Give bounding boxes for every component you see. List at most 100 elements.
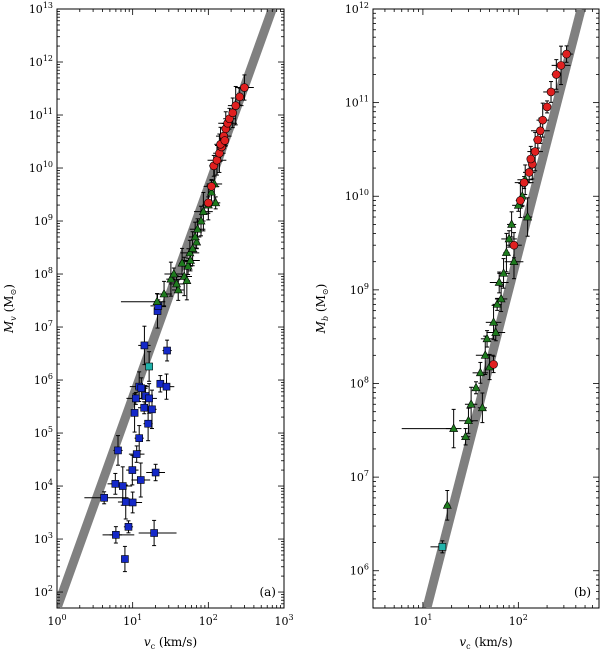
y-tick-label: 1010 (345, 188, 369, 203)
data-point-circle (220, 136, 230, 145)
data-point-square (148, 405, 156, 414)
y-tick-label: 1012 (29, 54, 53, 69)
data-point-triangle (198, 206, 208, 215)
data-point-square (135, 434, 144, 442)
y-axis-title: Mv (M⊙) (2, 284, 18, 334)
data-point-triangle (166, 274, 176, 283)
data-point-circle (204, 198, 213, 208)
y-tick-label: 1010 (29, 160, 53, 175)
data-point-circle (562, 49, 571, 59)
data-point-square (137, 384, 146, 393)
y-tick-label: 106 (350, 563, 369, 578)
data-point-triangle (504, 233, 514, 243)
data-point-square (136, 476, 145, 484)
data-point-triangle (509, 256, 519, 265)
data-point-square (132, 450, 141, 458)
data-point-triangle (442, 500, 452, 509)
data-point-triangle (499, 268, 509, 277)
data-point-triangle (192, 236, 202, 246)
data-point-square (128, 466, 137, 474)
y-tick-label: 107 (350, 469, 369, 484)
data-point-triangle (449, 423, 459, 432)
x-tick-label: 100 (47, 613, 66, 628)
y-axis-title: Mb (M⊙) (314, 284, 330, 335)
y-tick-label: 1011 (29, 107, 53, 122)
data-point-square (131, 394, 140, 403)
data-point-circle (542, 102, 552, 112)
y-tick-label: 104 (34, 478, 53, 493)
data-point-square (100, 493, 108, 502)
data-point-triangle (193, 224, 203, 233)
data-point-square (438, 543, 447, 551)
data-point-triangle (482, 333, 492, 343)
data-point-square (145, 394, 153, 403)
data-point-square (118, 482, 127, 490)
data-point-circle (524, 168, 534, 177)
data-point-circle (235, 92, 245, 102)
data-point-square (151, 468, 160, 477)
x-tick-label: 102 (509, 613, 528, 628)
data-point-triangle (190, 231, 200, 241)
data-point-square (111, 480, 120, 488)
data-point-circle (533, 135, 543, 145)
panel-label: (b) (574, 585, 591, 599)
x-tick-label: 102 (199, 613, 218, 628)
data-point-circle (552, 70, 561, 79)
data-point-circle (489, 360, 498, 369)
data-point-triangle (461, 431, 471, 441)
data-point-circle (546, 87, 556, 97)
data-point-square (162, 382, 171, 391)
data-point-circle (207, 182, 216, 191)
y-tick-label: 102 (34, 584, 53, 599)
data-point-circle (240, 83, 249, 92)
y-tick-label: 109 (350, 282, 369, 297)
data-point-circle (516, 196, 525, 205)
data-point-square (145, 362, 153, 371)
data-point-triangle (494, 277, 504, 286)
data-point-triangle (463, 415, 473, 425)
data-point-square (114, 446, 122, 455)
data-point-square (144, 419, 152, 428)
y-tick-label: 108 (350, 375, 369, 390)
data-point-triangle (185, 255, 195, 264)
fit-line (422, 9, 586, 608)
data-point-circle (538, 115, 548, 125)
x-tick-label: 101 (413, 613, 432, 628)
data-point-square (140, 403, 148, 412)
data-point-triangle (471, 382, 481, 392)
x-tick-label: 101 (123, 613, 142, 628)
data-point-circle (530, 147, 540, 156)
data-point-triangle (496, 293, 506, 303)
data-point-triangle (159, 288, 169, 298)
data-point-triangle (507, 219, 517, 228)
data-point-triangle (466, 399, 476, 408)
data-point-triangle (477, 402, 487, 412)
data-point-triangle (185, 247, 195, 257)
y-tick-label: 109 (34, 213, 53, 228)
data-point-square (128, 498, 137, 507)
x-axis-title: vc (km/s) (144, 635, 197, 651)
y-tick-label: 1012 (345, 1, 369, 16)
y-tick-label: 1011 (345, 95, 369, 110)
x-tick-label: 103 (274, 613, 293, 628)
data-point-circle (536, 126, 545, 136)
data-point-square (130, 409, 139, 417)
y-tick-label: 108 (34, 266, 53, 281)
data-point-triangle (183, 261, 193, 270)
data-point-circle (231, 101, 241, 110)
data-point-triangle (475, 367, 485, 377)
data-point-circle (519, 178, 529, 187)
panel-b: 101 102 106 107 108 109 1010 1011 1012 vc (km/s) M… (314, 1, 600, 651)
data-point-square (121, 555, 129, 563)
data-point-square (163, 346, 171, 355)
y-tick-label: 106 (34, 372, 53, 387)
data-point-circle (526, 154, 536, 164)
data-point-circle (228, 108, 238, 118)
y-tick-label: 107 (34, 319, 53, 334)
data-point-triangle (492, 299, 502, 308)
data-point-square (150, 529, 158, 537)
y-tick-label: 1013 (29, 1, 53, 16)
data-point-triangle (491, 327, 501, 336)
data-point-triangle (177, 258, 187, 267)
